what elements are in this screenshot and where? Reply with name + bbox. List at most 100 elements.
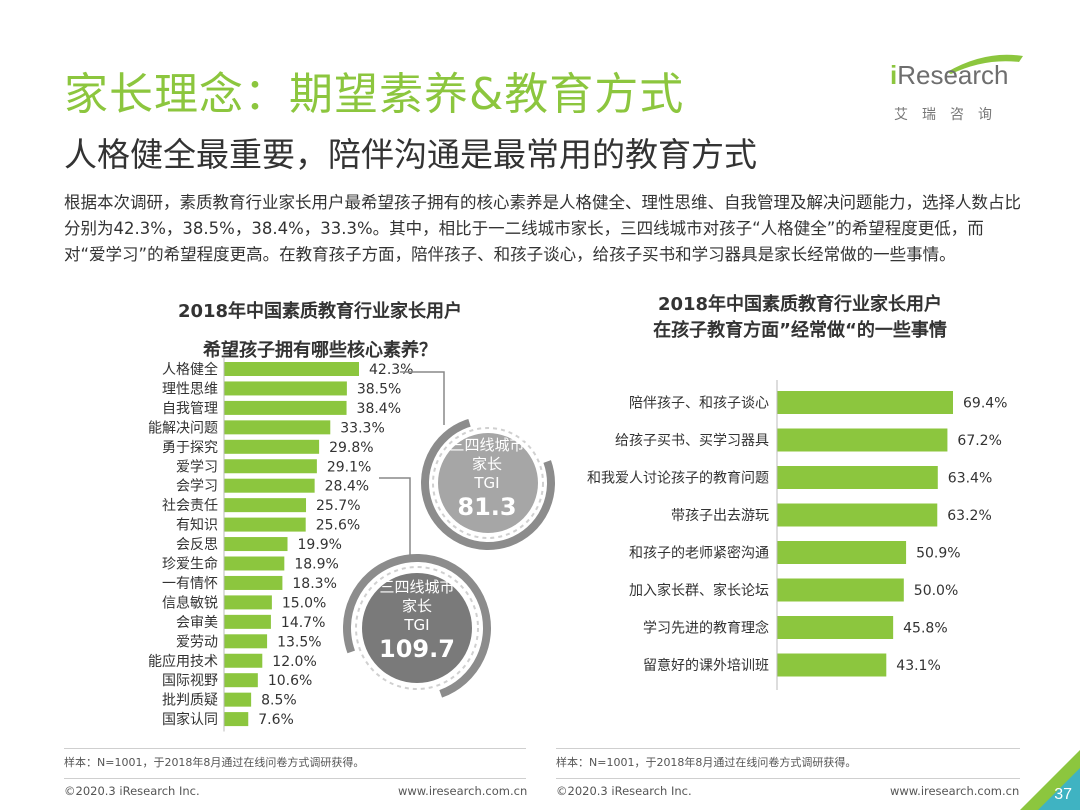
left-category-label: 爱劳动 bbox=[176, 634, 218, 650]
right-category-label: 留意好的课外培训班 bbox=[643, 657, 769, 674]
left-value-label: 38.5% bbox=[357, 381, 401, 397]
left-bar bbox=[224, 692, 252, 707]
corner-decoration bbox=[1020, 750, 1080, 810]
left-category-label: 人格健全 bbox=[162, 361, 218, 378]
tgi-annotation-2: 三四线城市 家长 TGI 109.7 bbox=[357, 578, 477, 663]
left-value-label: 29.8% bbox=[329, 440, 373, 456]
url-right[interactable]: www.iresearch.com.cn bbox=[890, 784, 1020, 798]
tgi-1-label-line1: 三四线城市 bbox=[449, 436, 525, 454]
tgi-2-value: 109.7 bbox=[379, 635, 455, 663]
page-title: 家长理念：期望素养&教育方式 bbox=[64, 69, 685, 120]
left-category-label: 有知识 bbox=[176, 517, 218, 534]
logo-swoosh-icon bbox=[947, 54, 1023, 74]
right-bar bbox=[777, 391, 953, 414]
right-category-label: 陪伴孩子、和孩子谈心 bbox=[629, 396, 769, 412]
left-bar bbox=[224, 634, 268, 649]
right-chart-title-line2: 在孩子教育方面”经常做“的一些事情 bbox=[653, 320, 947, 341]
tgi-2-label-line3: TGI bbox=[404, 616, 430, 634]
left-footer-divider bbox=[64, 748, 526, 749]
left-bar bbox=[224, 653, 263, 668]
right-value-label: 45.8% bbox=[903, 621, 947, 637]
right-category-label: 和孩子的老师紧密沟通 bbox=[629, 545, 769, 562]
tgi-2-label-line1: 三四线城市 bbox=[379, 578, 455, 596]
left-value-label: 19.9% bbox=[298, 537, 342, 553]
tgi-2-circle bbox=[362, 573, 472, 683]
tgi-2-connector bbox=[379, 477, 411, 555]
core-literacy-bar-chart: 人格健全 42.3% 理性思维 38.5% 自我管理 38.4% 能解决问题 33.3% 勇于探… bbox=[148, 357, 555, 732]
left-value-label: 25.7% bbox=[316, 498, 360, 514]
left-value-label: 13.5% bbox=[277, 634, 321, 650]
summary-paragraph: 根据本次调研，素质教育行业家长用户最希望孩子拥有的核心素养是人格健全、理性思维、… bbox=[64, 193, 1021, 264]
left-bar bbox=[224, 362, 359, 376]
left-bar bbox=[224, 517, 306, 532]
left-category-label: 信息敏锐 bbox=[162, 594, 218, 611]
right-category-label: 给孩子买书、买学习器具 bbox=[615, 433, 769, 449]
left-bar bbox=[224, 595, 272, 610]
left-category-label: 爱学习 bbox=[176, 459, 218, 475]
right-bar bbox=[777, 428, 948, 452]
right-bar bbox=[777, 578, 904, 602]
right-footer-bottom-divider bbox=[556, 778, 1020, 779]
left-bar bbox=[224, 614, 271, 629]
left-category-label: 会审美 bbox=[176, 615, 218, 631]
left-footer-bottom-divider bbox=[64, 778, 526, 779]
left-value-label: 18.9% bbox=[294, 557, 338, 573]
left-bar bbox=[224, 381, 347, 396]
right-category-label: 带孩子出去游玩 bbox=[671, 508, 769, 524]
left-value-label: 28.4% bbox=[325, 479, 369, 495]
left-category-label: 自我管理 bbox=[162, 401, 218, 417]
left-category-label: 会学习 bbox=[176, 479, 218, 495]
page-number: 37 bbox=[1054, 786, 1072, 803]
left-bar bbox=[224, 459, 317, 474]
left-category-label: 珍爱生命 bbox=[162, 556, 218, 573]
right-value-label: 63.2% bbox=[947, 508, 991, 524]
left-value-label: 42.3% bbox=[369, 362, 413, 378]
left-chart-title-line1: 2018年中国素质教育行业家长用户 bbox=[177, 301, 463, 322]
tgi-1-label-line3: TGI bbox=[474, 474, 500, 492]
left-category-label: 能应用技术 bbox=[148, 653, 218, 670]
left-category-label: 国际视野 bbox=[162, 673, 218, 689]
right-value-label: 43.1% bbox=[896, 658, 940, 674]
left-value-label: 12.0% bbox=[272, 654, 316, 670]
left-bar bbox=[224, 673, 258, 688]
right-bar bbox=[777, 503, 938, 527]
url-left[interactable]: www.iresearch.com.cn bbox=[398, 784, 528, 798]
left-category-label: 批判质疑 bbox=[162, 693, 218, 709]
tgi-1-connector bbox=[400, 371, 445, 425]
right-bar bbox=[777, 653, 887, 677]
left-category-label: 能解决问题 bbox=[148, 420, 218, 436]
tgi-1-label-line2: 家长 bbox=[471, 455, 502, 473]
left-category-label: 一有情怀 bbox=[162, 576, 218, 592]
right-value-label: 67.2% bbox=[957, 433, 1001, 449]
tgi-1-value: 81.3 bbox=[457, 493, 517, 521]
right-value-label: 50.9% bbox=[916, 546, 960, 562]
tgi-annotation-1: 三四线城市 家长 TGI 81.3 bbox=[432, 436, 542, 521]
left-category-label: 会反思 bbox=[176, 537, 218, 553]
tgi-1-circle bbox=[438, 433, 538, 533]
left-bar bbox=[224, 439, 320, 454]
right-bar bbox=[777, 616, 894, 639]
left-bar bbox=[224, 712, 249, 727]
left-category-label: 理性思维 bbox=[162, 381, 218, 397]
left-bar bbox=[224, 575, 283, 590]
tgi-2-outer-ring bbox=[342, 554, 491, 702]
left-sample-note: 样本：N=1001，于2018年8月通过在线问卷方式调研获得。 bbox=[64, 756, 365, 769]
right-sample-note: 样本：N=1001，于2018年8月通过在线问卷方式调研获得。 bbox=[556, 756, 857, 769]
tgi-2-dashed-ring bbox=[355, 566, 479, 690]
left-bar bbox=[224, 556, 285, 571]
right-footer-divider bbox=[556, 748, 1020, 749]
right-bar bbox=[777, 541, 907, 564]
page-subtitle: 人格健全最重要，陪伴沟通是最常用的教育方式 bbox=[64, 135, 757, 174]
left-value-label: 25.6% bbox=[316, 518, 360, 534]
left-category-label: 国家认同 bbox=[162, 711, 218, 728]
left-value-label: 33.3% bbox=[340, 420, 384, 436]
left-value-label: 14.7% bbox=[281, 615, 325, 631]
left-chart-title-line2: 希望孩子拥有哪些核心素养？ bbox=[203, 340, 437, 361]
copyright-right: ©2020.3 iResearch Inc. bbox=[556, 784, 692, 798]
right-chart-title-line1: 2018年中国素质教育行业家长用户 bbox=[657, 294, 943, 315]
iresearch-logo: iResearch 艾瑞咨询 bbox=[890, 54, 1040, 130]
right-value-label: 63.4% bbox=[948, 471, 992, 487]
left-category-label: 勇于探究 bbox=[162, 440, 218, 456]
left-value-label: 15.0% bbox=[282, 595, 326, 611]
left-bar bbox=[224, 400, 347, 415]
